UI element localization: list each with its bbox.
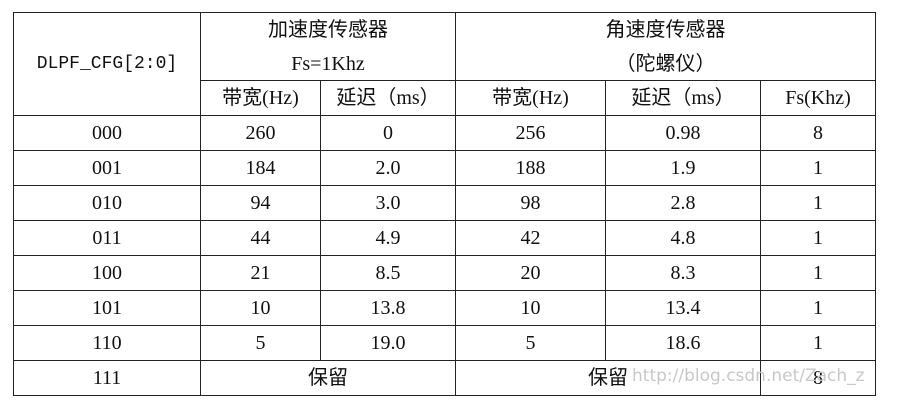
table-cell: 13.8 — [320, 290, 456, 326]
column-header: 延迟（ms） — [320, 80, 456, 116]
table-cell: 21 — [200, 255, 321, 291]
table-cell: 18.6 — [605, 325, 761, 361]
row-label-header: DLPF_CFG[2:0] — [13, 12, 201, 116]
group-title: 角速度传感器 — [605, 18, 726, 41]
table-cell: 0 — [320, 115, 456, 151]
table-cell: 1 — [759, 325, 877, 361]
table-cell: 98 — [455, 185, 606, 221]
table-cell: 000 — [13, 115, 201, 151]
table-cell: 0.98 — [605, 115, 761, 151]
table-cell: 10 — [455, 290, 606, 326]
table-cell: 42 — [455, 220, 606, 256]
table-cell: 256 — [455, 115, 606, 151]
data-table: DLPF_CFG[2:0] 加速度传感器 Fs=1Khz 角速度传感器 （陀螺仪） 带宽(… — [13, 12, 877, 396]
group-header: 加速度传感器 Fs=1Khz — [200, 12, 456, 81]
table-cell: 101 — [13, 290, 201, 326]
table-cell: 110 — [13, 325, 201, 361]
table-cell: 8 — [759, 360, 877, 396]
table-cell: 1.9 — [605, 150, 761, 186]
header-row: DLPF_CFG[2:0] 加速度传感器 Fs=1Khz 角速度传感器 （陀螺仪） — [13, 12, 877, 116]
column-header: 延迟（ms） — [605, 80, 761, 116]
table-row: 110 5 19.0 5 18.6 1 — [13, 325, 877, 361]
table-cell: 184 — [200, 150, 321, 186]
table-cell: 1 — [759, 185, 877, 221]
table-cell: 3.0 — [320, 185, 456, 221]
table-cell: 188 — [455, 150, 606, 186]
group-title: 加速度传感器 — [268, 18, 388, 41]
table-cell: 保留 — [455, 360, 761, 396]
table-cell: 001 — [13, 150, 201, 186]
table-cell: 13.4 — [605, 290, 761, 326]
table-row: 100 21 8.5 20 8.3 1 — [13, 255, 877, 291]
group-subtitle: （陀螺仪） — [615, 52, 716, 75]
table-cell: 8.3 — [605, 255, 761, 291]
column-header: 带宽(Hz) — [455, 80, 606, 116]
table-cell: 5 — [200, 325, 321, 361]
table-row: 111 保留 保留 8 — [13, 360, 877, 396]
group-subtitle: Fs=1Khz — [291, 52, 365, 75]
header-row: 带宽(Hz) 延迟（ms） 带宽(Hz) 延迟（ms） Fs(Khz) — [14, 80, 877, 116]
table-cell: 1 — [759, 150, 877, 186]
table-cell: 260 — [200, 115, 321, 151]
table-cell: 8 — [759, 115, 877, 151]
table-cell: 4.8 — [605, 220, 761, 256]
column-header: 带宽(Hz) — [200, 80, 321, 116]
table-cell: 94 — [200, 185, 321, 221]
table-cell: 4.9 — [320, 220, 456, 256]
table-cell: 1 — [759, 255, 877, 291]
table-row: 010 94 3.0 98 2.8 1 — [13, 185, 877, 221]
table-cell: 20 — [455, 255, 606, 291]
column-header: Fs(Khz) — [759, 80, 877, 116]
table-cell: 011 — [13, 220, 201, 256]
table-cell: 44 — [200, 220, 321, 256]
table-row: 001 184 2.0 188 1.9 1 — [13, 150, 877, 186]
watermark: http://blog.csdn.net/Zach_z — [632, 366, 865, 386]
table-cell: 19.0 — [320, 325, 456, 361]
table-cell: 10 — [200, 290, 321, 326]
table-cell: 010 — [13, 185, 201, 221]
table-cell: 2.0 — [320, 150, 456, 186]
table-cell: 1 — [759, 220, 877, 256]
table-row: 011 44 4.9 42 4.8 1 — [13, 220, 877, 256]
table-cell: 100 — [13, 255, 201, 291]
group-header: 角速度传感器 （陀螺仪） — [454, 12, 877, 81]
table-row: 101 10 13.8 10 13.4 1 — [13, 290, 877, 326]
table-cell: 8.5 — [320, 255, 456, 291]
table-cell: 1 — [759, 290, 877, 326]
table-cell: 2.8 — [605, 185, 761, 221]
table-cell: 保留 — [200, 360, 456, 396]
table-cell: 111 — [13, 360, 201, 396]
table-row: 000 260 0 256 0.98 8 — [13, 115, 877, 151]
table-cell: 5 — [455, 325, 606, 361]
